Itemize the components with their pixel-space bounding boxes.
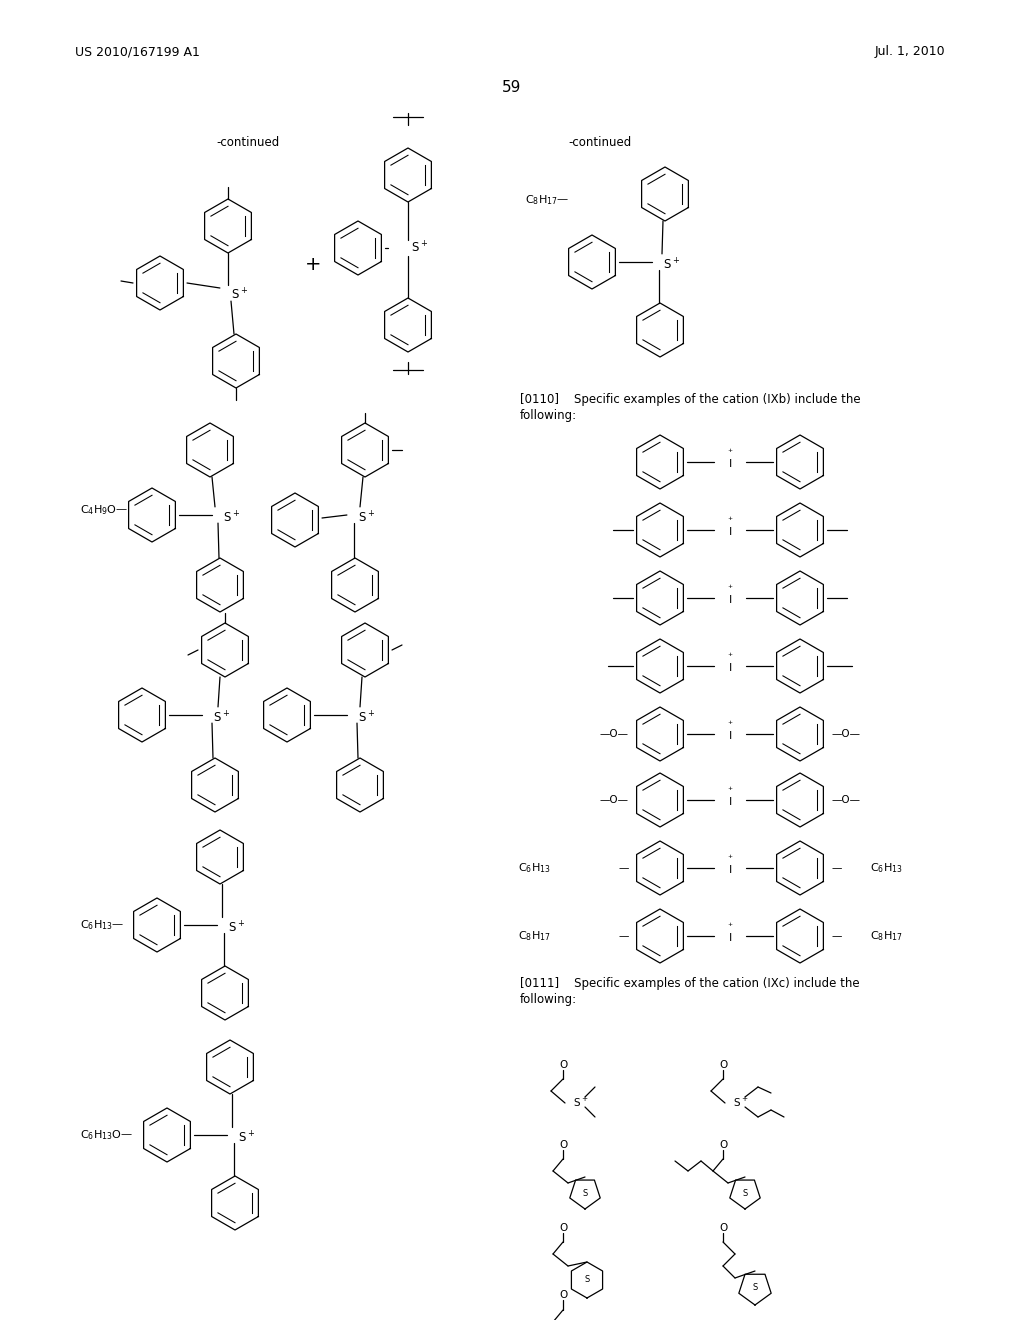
Text: S$^+$: S$^+$ bbox=[213, 710, 230, 726]
Text: —O—: —O— bbox=[600, 795, 629, 805]
Text: C$_8$H$_{17}$—: C$_8$H$_{17}$— bbox=[525, 193, 569, 207]
Text: -continued: -continued bbox=[568, 136, 632, 149]
Text: $^+$: $^+$ bbox=[726, 447, 734, 457]
Text: O: O bbox=[719, 1060, 727, 1071]
Text: —: — bbox=[618, 593, 629, 603]
Text: —: — bbox=[831, 863, 842, 873]
Text: O: O bbox=[719, 1140, 727, 1150]
Text: S$^+$: S$^+$ bbox=[228, 920, 245, 936]
Text: —O—: —O— bbox=[600, 729, 629, 739]
Text: $^+$: $^+$ bbox=[726, 854, 734, 862]
Text: S$^+$: S$^+$ bbox=[733, 1096, 749, 1109]
Text: I: I bbox=[728, 595, 731, 605]
Text: —: — bbox=[831, 931, 842, 941]
Text: —: — bbox=[618, 931, 629, 941]
Text: S$^+$: S$^+$ bbox=[358, 710, 375, 726]
Text: S$^+$: S$^+$ bbox=[238, 1130, 255, 1146]
Text: -continued: -continued bbox=[216, 136, 280, 149]
Text: following:: following: bbox=[520, 994, 578, 1006]
Text: C$_4$H$_9$O—: C$_4$H$_9$O— bbox=[80, 503, 128, 517]
Text: [0110]    Specific examples of the cation (IXb) include the: [0110] Specific examples of the cation (… bbox=[520, 393, 860, 407]
Text: I: I bbox=[728, 797, 731, 807]
Text: C$_8$H$_{17}$: C$_8$H$_{17}$ bbox=[518, 929, 551, 942]
Text: $^+$: $^+$ bbox=[726, 719, 734, 729]
Text: O: O bbox=[719, 1224, 727, 1233]
Text: S$^+$: S$^+$ bbox=[223, 511, 241, 525]
Text: —O—: —O— bbox=[831, 795, 860, 805]
Text: I: I bbox=[728, 865, 731, 875]
Text: C$_6$H$_{13}$O—: C$_6$H$_{13}$O— bbox=[80, 1129, 133, 1142]
Text: C$_6$H$_{13}$: C$_6$H$_{13}$ bbox=[518, 861, 551, 875]
Text: S$^+$: S$^+$ bbox=[358, 511, 375, 525]
Text: $^+$: $^+$ bbox=[726, 921, 734, 931]
Text: I: I bbox=[728, 663, 731, 673]
Text: S$^+$: S$^+$ bbox=[411, 240, 428, 256]
Text: I: I bbox=[728, 459, 731, 469]
Text: US 2010/167199 A1: US 2010/167199 A1 bbox=[75, 45, 200, 58]
Text: O: O bbox=[559, 1060, 567, 1071]
Text: +: + bbox=[305, 256, 322, 275]
Text: —: — bbox=[831, 525, 842, 535]
Text: $^+$: $^+$ bbox=[726, 583, 734, 593]
Text: C$_8$H$_{17}$: C$_8$H$_{17}$ bbox=[870, 929, 903, 942]
Text: I: I bbox=[728, 731, 731, 741]
Text: —: — bbox=[618, 863, 629, 873]
Text: —: — bbox=[618, 525, 629, 535]
Text: [0111]    Specific examples of the cation (IXc) include the: [0111] Specific examples of the cation (… bbox=[520, 978, 859, 990]
Text: I: I bbox=[728, 527, 731, 537]
Text: following:: following: bbox=[520, 409, 578, 422]
Text: S$^+$: S$^+$ bbox=[231, 288, 248, 302]
Text: C$_6$H$_{13}$: C$_6$H$_{13}$ bbox=[870, 861, 903, 875]
Text: —O—: —O— bbox=[831, 729, 860, 739]
Text: Jul. 1, 2010: Jul. 1, 2010 bbox=[874, 45, 945, 58]
Text: S: S bbox=[753, 1283, 758, 1292]
Text: $^+$: $^+$ bbox=[726, 785, 734, 795]
Text: O: O bbox=[559, 1224, 567, 1233]
Text: O: O bbox=[559, 1140, 567, 1150]
Text: C$_6$H$_{13}$—: C$_6$H$_{13}$— bbox=[80, 919, 124, 932]
Text: $^+$: $^+$ bbox=[726, 652, 734, 660]
Text: O: O bbox=[559, 1290, 567, 1300]
Text: 59: 59 bbox=[503, 79, 521, 95]
Text: S$^+$: S$^+$ bbox=[663, 257, 680, 273]
Text: $^+$: $^+$ bbox=[726, 516, 734, 524]
Text: I: I bbox=[728, 933, 731, 942]
Text: S: S bbox=[585, 1275, 590, 1284]
Text: —: — bbox=[831, 593, 842, 603]
Text: S$^+$: S$^+$ bbox=[573, 1096, 589, 1109]
Text: S: S bbox=[583, 1188, 588, 1197]
Text: S: S bbox=[742, 1188, 748, 1197]
